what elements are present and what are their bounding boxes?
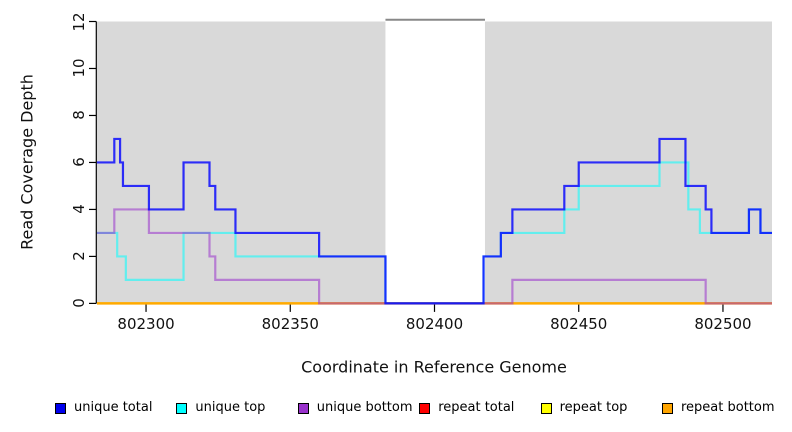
series-line-unique-total [97,137,772,305]
legend-item-repeat-bottom: repeat bottom [662,401,775,415]
gap-region [385,20,485,304]
legend-label: unique total [74,400,153,415]
x-tick-label: 802450 [550,315,608,333]
y-axis-title: Read Coverage Depth [17,74,37,250]
y-tick-label: 2 [70,251,88,262]
x-tick-label: 802300 [117,315,175,333]
x-tick-label: 802350 [261,315,319,333]
series-line-unique-top [97,161,772,305]
legend-item-repeat-top: repeat top [540,400,628,415]
legend-swatch-icon [662,402,673,414]
legend-item-unique-top: unique top [176,401,265,415]
y-tick-label: 12 [70,11,88,32]
legend-label: repeat bottom [681,400,775,415]
series-line-unique-bottom [97,208,772,305]
legend-swatch-icon [176,402,188,414]
legend-label: unique top [195,400,266,415]
x-tick-label: 802500 [694,315,752,333]
y-tick-label: 8 [70,110,88,121]
legend-swatch-icon [297,402,309,414]
legend-label: repeat top [559,400,628,415]
y-tick-label: 10 [70,58,88,79]
legend-swatch-icon [55,402,66,414]
y-tick-label: 0 [70,298,88,309]
x-tick-label: 802400 [405,315,464,333]
legend-swatch-icon [540,402,552,414]
x-axis-title: Coordinate in Reference Genome [301,357,567,377]
y-tick-label: 4 [70,204,88,215]
legend-item-unique-total: unique total [55,401,152,415]
y-tick-label: 6 [70,157,88,168]
legend-label: repeat total [438,400,515,415]
legend-swatch-icon [419,402,431,414]
legend-label: unique bottom [316,400,413,415]
legend-item-repeat-total: repeat total [419,401,514,415]
legend-item-unique-bottom: unique bottom [297,400,413,415]
